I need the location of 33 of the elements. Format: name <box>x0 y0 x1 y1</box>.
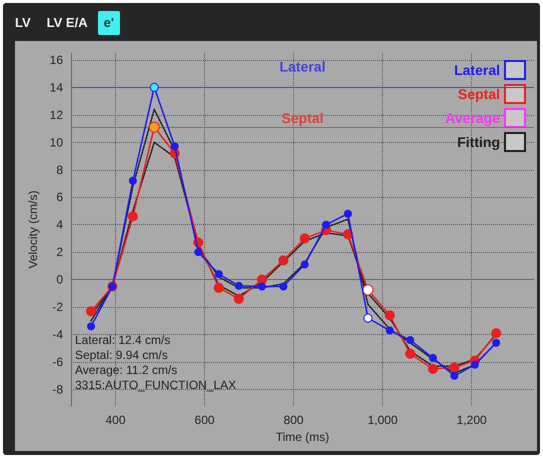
x-tick-label: 800 <box>284 413 304 427</box>
x-axis-title: Time (ms) <box>276 430 330 444</box>
x-tick-label: 400 <box>106 413 126 427</box>
annotation: Septal: 9.94 cm/s <box>75 348 169 363</box>
y-tick-label: 8 <box>56 162 64 177</box>
x-tick-label: 1,200 <box>456 413 488 427</box>
text: LV <box>14 14 32 32</box>
x-tick-label: 1,000 <box>368 413 398 427</box>
y-tick-label: -6 <box>52 355 64 370</box>
y-tick-label: 12 <box>50 108 64 122</box>
y-tick-label: 16 <box>50 52 64 67</box>
x-tick-label: 600 <box>194 413 215 427</box>
annotation: 3315:AUTO_FUNCTION_LAX <box>75 378 236 393</box>
legend-label: Septal <box>458 86 500 102</box>
annotation: Lateral: 12.4 cm/s <box>75 333 172 348</box>
y-tick-label: 0 <box>56 272 64 287</box>
legend-label: Lateral <box>454 62 500 78</box>
ref-line-label: Lateral <box>280 58 326 74</box>
y-axis-title: Velocity (cm/s) <box>26 190 40 269</box>
legend-label: Average <box>445 110 500 126</box>
text: e' <box>98 11 120 35</box>
y-tick-label: 14 <box>50 80 64 94</box>
y-tick-label: -8 <box>52 382 64 397</box>
y-tick-label: -2 <box>52 300 64 314</box>
y-tick-label: 6 <box>56 190 64 204</box>
y-tick-label: 2 <box>56 245 64 260</box>
y-tick-label: 4 <box>56 218 64 232</box>
annotation: Average: 11.2 cm/s <box>75 363 178 378</box>
ref-line-label: Septal <box>281 110 324 126</box>
legend-label: Fitting <box>457 134 500 150</box>
text: LV E/A <box>46 14 89 32</box>
y-tick-label: 10 <box>50 135 64 150</box>
y-tick-label: -4 <box>52 328 64 342</box>
